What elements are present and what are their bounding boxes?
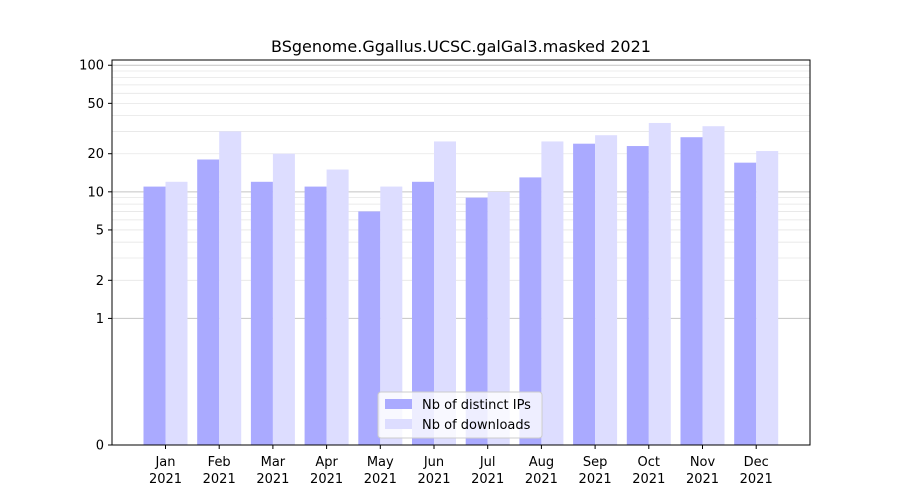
y-tick-label: 5: [96, 223, 104, 238]
y-tick-label: 100: [79, 59, 104, 74]
x-tick-label: Sep 2021: [579, 455, 612, 487]
x-tick-label: Mar 2021: [256, 455, 289, 487]
bar-downloads: [165, 181, 188, 445]
bar-distinct-ips: [573, 143, 596, 445]
bar-downloads: [541, 141, 564, 445]
x-axis: Jan 2021 Feb 2021 Mar 2021 Apr 2021 May 2021 Jun 20…: [149, 445, 773, 487]
bar-downloads: [702, 126, 725, 446]
plot-frame: [111, 59, 811, 446]
x-tick-label: Feb 2021: [203, 455, 236, 487]
y-axis: 0 1 2 5 10 20 50 100: [79, 59, 112, 454]
legend-label: Nb of distinct IPs: [422, 398, 531, 413]
bar-downloads: [219, 131, 242, 445]
bar-downloads: [648, 122, 671, 445]
bar-distinct-ips: [358, 211, 381, 445]
bar-distinct-ips: [519, 177, 542, 446]
y-tick-label: 1: [96, 312, 104, 327]
legend-label: Nb of downloads: [422, 418, 531, 433]
bar-downloads: [756, 151, 779, 445]
x-tick-label: Oct 2021: [632, 455, 665, 487]
x-tick-label: May 2021: [364, 455, 397, 487]
bar-distinct-ips: [197, 159, 220, 445]
x-tick-label: Nov 2021: [686, 455, 719, 487]
x-tick-label: Jan 2021: [149, 455, 182, 487]
x-tick-label: Jul 2021: [471, 455, 504, 487]
bars: [143, 122, 779, 446]
bar-downloads: [487, 191, 510, 445]
y-tick-label: 10: [87, 185, 104, 200]
x-tick-label: Apr 2021: [310, 455, 343, 487]
bar-downloads: [380, 186, 403, 446]
legend-swatch: [385, 419, 412, 429]
bar-distinct-ips: [626, 146, 649, 445]
bar-distinct-ips: [304, 186, 327, 446]
bar-downloads: [434, 141, 456, 445]
x-tick-label: Dec 2021: [740, 455, 773, 487]
bar-downloads: [595, 135, 618, 445]
bar-distinct-ips: [465, 197, 488, 445]
x-tick-label: Aug 2021: [525, 455, 558, 487]
legend-swatch: [385, 399, 412, 409]
legend: Nb of distinct IPs Nb of downloads: [377, 391, 543, 439]
y-tick-label: 20: [87, 147, 104, 162]
bar-downloads: [326, 169, 349, 445]
bar-distinct-ips: [250, 181, 273, 445]
chart-title: BSgenome.Ggallus.UCSC.galGal3.masked 202…: [271, 37, 651, 56]
legend-box: [377, 391, 543, 439]
y-tick-label: 0: [96, 439, 104, 454]
bar-distinct-ips: [734, 162, 757, 445]
bar-distinct-ips: [680, 137, 703, 446]
bar-downloads: [272, 153, 295, 446]
y-tick-label: 2: [96, 274, 104, 289]
bar-distinct-ips: [412, 181, 434, 445]
x-tick-label: Jun 2021: [417, 455, 450, 487]
y-tick-label: 50: [87, 97, 104, 112]
bar-distinct-ips: [143, 186, 166, 446]
